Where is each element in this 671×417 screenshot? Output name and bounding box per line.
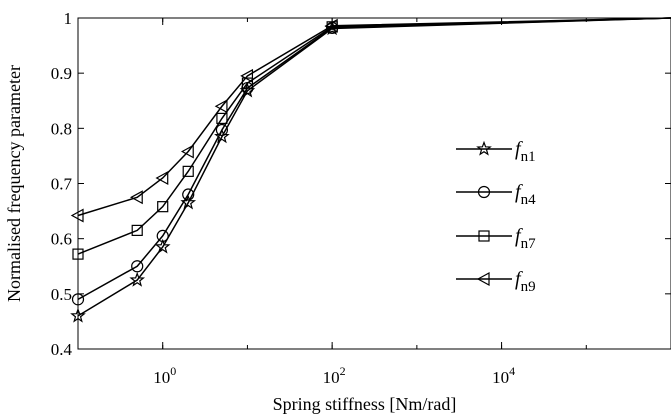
data-point-n1: [129, 271, 146, 287]
data-point-n1: [154, 238, 171, 254]
data-point-n4: [156, 229, 169, 243]
legend-label: fn4: [515, 181, 536, 208]
data-point-n9: [129, 190, 143, 205]
y-tick-label: 0.7: [51, 175, 73, 194]
legend-marker-n9: [476, 271, 490, 287]
x-tick-label: 100: [153, 364, 176, 387]
y-axis-label: Normalised frequency parameter: [4, 65, 24, 302]
plot-frame: [77, 17, 671, 350]
data-point-n9: [240, 68, 254, 83]
legend-item-n1: fn1: [456, 138, 536, 165]
data-point-n7: [241, 77, 254, 89]
data-point-n4: [182, 188, 195, 201]
y-tick-label: 0.6: [51, 230, 72, 249]
data-point-n4: [131, 260, 144, 273]
data-point-n7: [131, 224, 143, 236]
legend-item-n9: fn9: [456, 268, 536, 295]
series-n1: [70, 17, 671, 323]
series-line-n9: [77, 17, 671, 217]
data-point-n9: [324, 18, 338, 33]
series-line-n4: [77, 17, 671, 301]
data-point-n9: [214, 99, 228, 114]
data-point-n9: [155, 170, 169, 185]
legend-marker-n1: [476, 140, 492, 156]
y-tick-label: 0.4: [51, 340, 73, 359]
y-tick-label: 0.9: [51, 64, 72, 83]
legend-marker-n7: [478, 230, 490, 242]
data-point-n1: [214, 128, 230, 144]
legend: fn1 fn4 fn7 fn9: [456, 138, 536, 295]
data-point-n7: [157, 201, 169, 213]
x-axis-label: Spring stiffness [Nm/rad]: [273, 394, 457, 414]
data-point-n9: [180, 144, 194, 159]
x-tick-label: 104: [492, 364, 515, 387]
legend-item-n4: fn4: [456, 181, 536, 208]
legend-marker-n4: [477, 185, 491, 199]
x-tick-label: 102: [323, 364, 346, 387]
series-n4: [71, 17, 671, 306]
data-point-n7: [216, 112, 228, 125]
legend-item-n7: fn7: [456, 225, 536, 252]
series-n7: [72, 17, 671, 260]
legend-label: fn9: [515, 268, 536, 295]
data-point-n4: [215, 123, 229, 137]
y-tick-label: 0.8: [51, 119, 72, 138]
data-point-n7: [182, 165, 194, 177]
series-line-n1: [77, 17, 671, 317]
y-tick-label: 1: [64, 9, 73, 28]
series-n9: [70, 17, 671, 223]
legend-label: fn1: [515, 138, 536, 165]
legend-label: fn7: [515, 225, 536, 252]
series-line-n7: [77, 17, 671, 255]
y-tick-label: 0.5: [51, 285, 72, 304]
